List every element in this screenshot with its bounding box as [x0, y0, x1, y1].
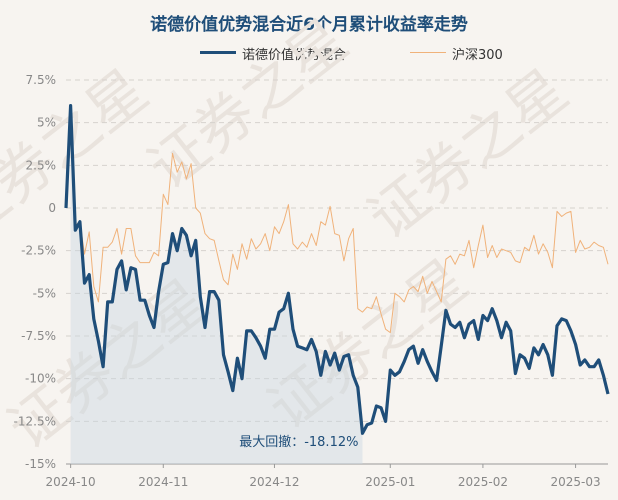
legend-swatch-index [410, 52, 446, 53]
legend-label-index: 沪深300 [452, 48, 503, 63]
x-tick-label: 2025-03 [551, 475, 601, 489]
y-tick-label: -10% [25, 372, 56, 386]
watermark: 证券之星 [135, 6, 360, 202]
series-line-fund [64, 103, 610, 435]
legend-label-fund: 诺德价值优势混合 [242, 48, 347, 63]
x-tick-label: 2024-11 [138, 475, 188, 489]
legend-swatch-fund [200, 51, 236, 54]
y-tick-label: 5% [37, 116, 56, 130]
series-line-index [65, 122, 609, 334]
y-tick-label: -7.5% [21, 329, 56, 343]
watermark: 证券之星 [355, 56, 580, 252]
y-tick-label: 7.5% [26, 73, 57, 87]
chart-title: 诺德价值优势混合近6个月累计收益率走势 [150, 15, 468, 35]
y-tick-label: -12.5% [14, 414, 56, 428]
y-tick-label: -5% [33, 286, 56, 300]
max-drawdown-label: 最大回撤：-18.12% [239, 434, 358, 450]
x-tick-label: 2025-01 [365, 475, 415, 489]
y-tick-label: 0 [48, 201, 56, 215]
x-tick-label: 2024-12 [249, 475, 299, 489]
drawdown-area [70, 105, 363, 464]
y-tick-label: -2.5% [21, 244, 56, 258]
y-tick-label: -15% [25, 457, 56, 471]
y-tick-label: 2.5% [26, 158, 57, 172]
x-tick-label: 2024-10 [46, 475, 96, 489]
x-tick-label: 2025-02 [458, 475, 508, 489]
